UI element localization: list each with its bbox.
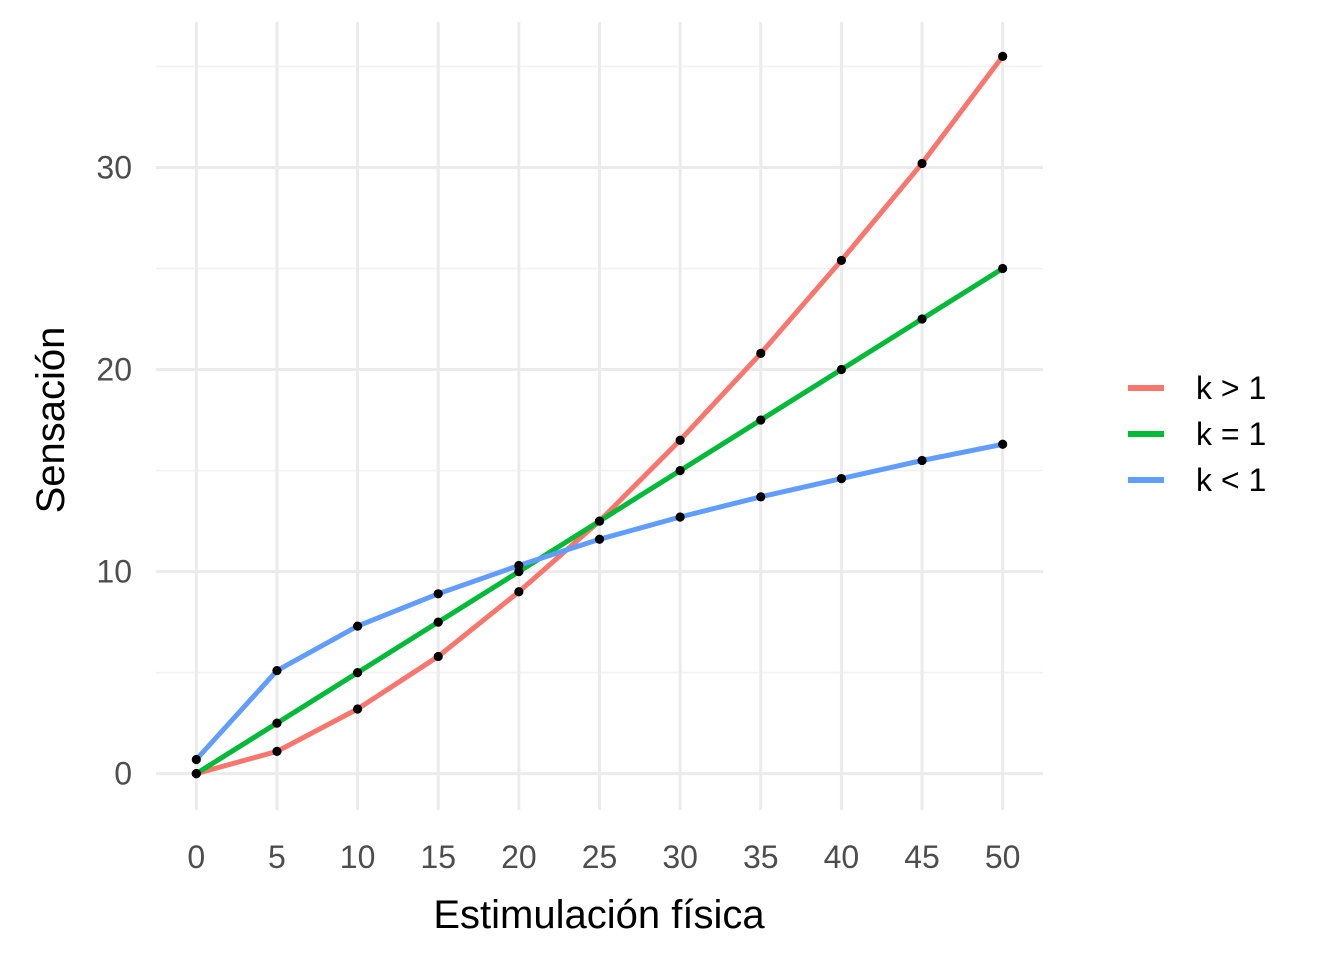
data-point <box>594 516 605 526</box>
data-point <box>433 651 443 662</box>
data-point <box>352 668 363 678</box>
data-point <box>998 263 1008 274</box>
legend-label: k < 1 <box>1196 462 1266 498</box>
data-point <box>836 364 847 375</box>
data-point <box>272 746 282 757</box>
y-tick-label: 0 <box>114 756 132 792</box>
data-point <box>191 754 201 765</box>
legend: k > 1 k = 1 k < 1 <box>1128 370 1266 498</box>
x-axis-ticks: 0 5 10 15 20 25 30 35 40 45 50 <box>187 839 1020 875</box>
x-axis-title: Estimulación física <box>433 893 765 937</box>
x-tick-label: 20 <box>501 839 537 875</box>
data-point <box>836 255 847 266</box>
data-point <box>917 455 927 466</box>
data-point <box>433 589 443 599</box>
x-tick-label: 10 <box>340 839 376 875</box>
y-tick-label: 30 <box>96 149 132 185</box>
x-tick-label: 50 <box>985 839 1021 875</box>
x-tick-label: 15 <box>420 839 456 875</box>
data-point <box>998 51 1008 61</box>
data-point <box>594 534 605 544</box>
x-tick-label: 5 <box>268 839 286 875</box>
x-tick-label: 25 <box>582 839 618 875</box>
data-point <box>433 617 443 627</box>
y-tick-label: 20 <box>96 352 132 388</box>
data-point <box>917 314 927 324</box>
data-point <box>756 415 766 425</box>
data-point <box>675 465 685 476</box>
x-tick-label: 0 <box>187 839 205 875</box>
y-tick-label: 10 <box>96 554 132 590</box>
data-point <box>514 560 524 571</box>
y-axis-title: Sensación <box>29 327 73 514</box>
data-point <box>756 348 766 358</box>
data-point <box>272 665 282 676</box>
grid <box>156 22 1043 810</box>
x-tick-label: 40 <box>824 839 860 875</box>
data-point <box>675 435 685 445</box>
x-tick-label: 45 <box>904 839 940 875</box>
data-point <box>675 512 685 522</box>
data-point <box>352 704 363 714</box>
y-axis-ticks: 0 10 20 30 <box>96 149 132 791</box>
data-point <box>836 474 847 484</box>
data-point <box>998 439 1008 449</box>
x-tick-label: 35 <box>743 839 779 875</box>
data-points <box>191 51 1008 779</box>
data-point <box>756 492 766 502</box>
legend-label: k = 1 <box>1196 416 1266 452</box>
legend-label: k > 1 <box>1196 370 1266 406</box>
data-point <box>514 587 524 597</box>
data-point <box>917 158 927 169</box>
x-tick-label: 30 <box>662 839 698 875</box>
data-point <box>272 718 282 728</box>
data-point <box>352 621 363 631</box>
data-point <box>191 769 201 779</box>
